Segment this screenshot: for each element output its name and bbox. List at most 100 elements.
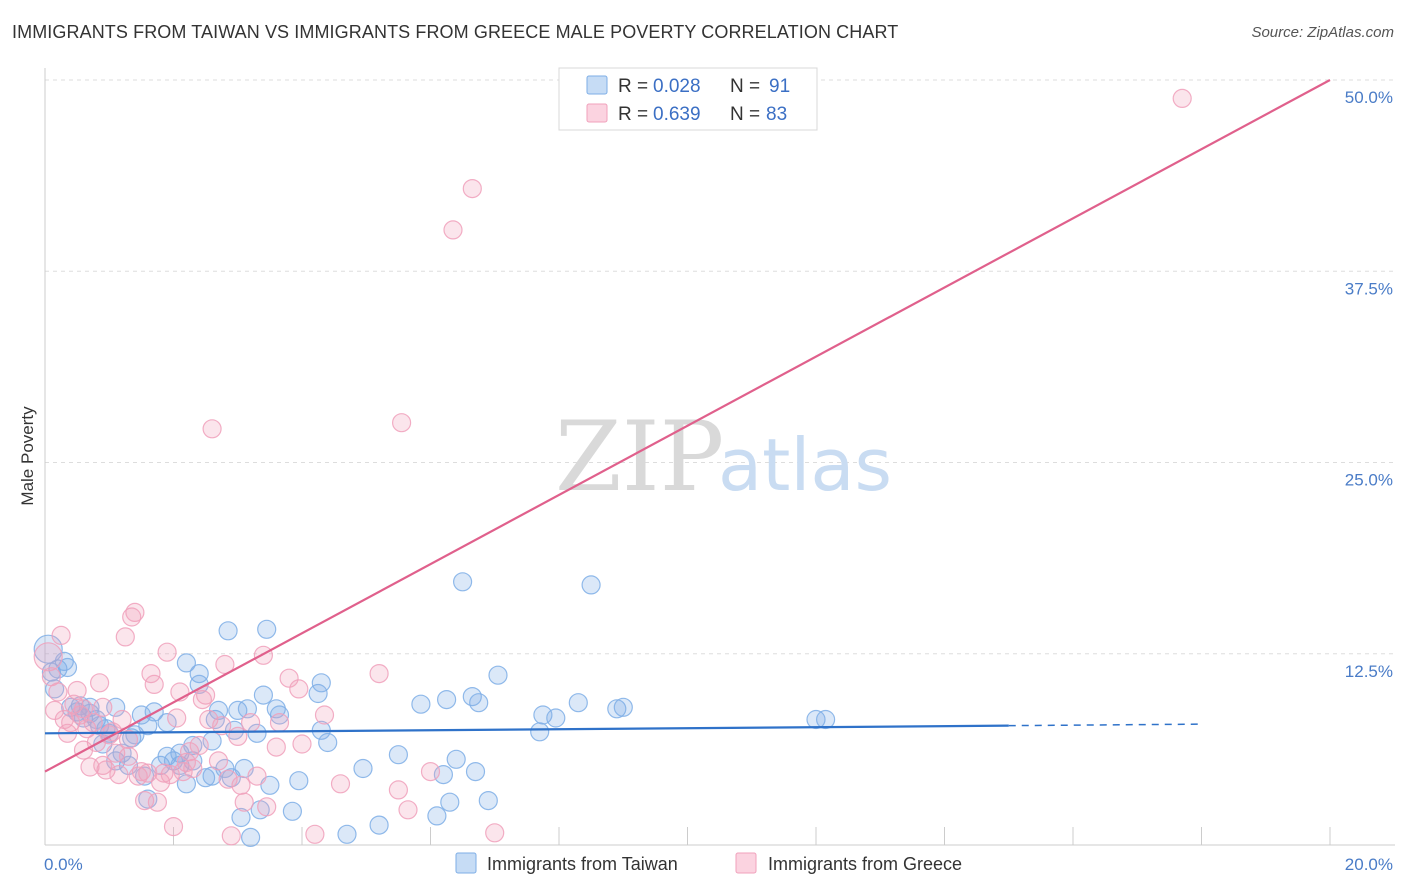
point-greece xyxy=(141,663,161,684)
point-taiwan xyxy=(308,683,328,704)
point-greece xyxy=(212,716,232,736)
point-taiwan xyxy=(568,693,588,713)
bottom-legend-label-greece: Immigrants from Greece xyxy=(768,854,962,874)
point-taiwan xyxy=(260,775,280,795)
point-greece xyxy=(462,179,482,199)
point-greece xyxy=(118,746,139,766)
point-greece xyxy=(228,726,248,747)
point-greece xyxy=(330,774,351,794)
point-greece xyxy=(253,645,273,665)
point-taiwan xyxy=(57,657,78,678)
point-greece xyxy=(51,625,71,646)
point-taiwan xyxy=(411,694,431,714)
point-greece xyxy=(93,697,113,717)
y-tick-label: 25.0% xyxy=(1345,471,1393,490)
point-greece xyxy=(485,823,505,843)
point-greece xyxy=(392,413,412,433)
legend-r-value-taiwan: 0.028 xyxy=(653,76,701,97)
watermark-atlas: atlas xyxy=(718,423,892,507)
point-taiwan xyxy=(282,801,302,821)
point-greece xyxy=(269,712,290,733)
point-taiwan xyxy=(613,697,633,717)
bottom-legend-swatch-greece xyxy=(735,852,757,874)
axes xyxy=(44,68,1395,846)
grid xyxy=(45,79,1395,655)
point-taiwan xyxy=(369,815,389,835)
point-taiwan xyxy=(241,827,261,848)
legend-n-label-taiwan: N = xyxy=(730,76,760,97)
point-greece xyxy=(266,737,286,757)
point-greece xyxy=(183,758,203,779)
chart-title: IMMIGRANTS FROM TAIWAN VS IMMIGRANTS FRO… xyxy=(12,22,899,42)
point-taiwan xyxy=(530,722,550,742)
legend-r-value-greece: 0.639 xyxy=(653,104,701,125)
point-taiwan xyxy=(224,720,245,740)
point-greece xyxy=(314,705,335,725)
point-greece xyxy=(144,674,164,695)
point-taiwan xyxy=(478,790,498,811)
legend: R = 0.028 N = 91 R = 0.639 N = 83 xyxy=(558,67,818,131)
point-taiwan xyxy=(453,572,473,592)
point-greece xyxy=(89,673,110,693)
point-taiwan xyxy=(607,699,627,719)
point-greece xyxy=(305,824,325,844)
point-greece xyxy=(202,419,222,439)
point-taiwan xyxy=(353,758,373,779)
point-greece xyxy=(208,751,229,771)
point-taiwan xyxy=(221,768,241,788)
point-taiwan xyxy=(231,807,251,828)
point-taiwan xyxy=(546,708,566,728)
point-greece xyxy=(221,826,241,846)
legend-n-value-taiwan: 91 xyxy=(769,76,790,97)
point-taiwan xyxy=(269,705,290,725)
point-taiwan xyxy=(446,749,466,769)
y-tick-label: 37.5% xyxy=(1345,279,1393,298)
point-taiwan xyxy=(318,732,338,753)
legend-n-label-greece: N = xyxy=(730,104,760,125)
point-greece xyxy=(33,642,63,672)
points-greece xyxy=(33,88,1192,846)
point-greece xyxy=(131,761,151,782)
legend-swatch-taiwan xyxy=(586,75,608,95)
trend-lines xyxy=(44,79,1331,773)
point-greece xyxy=(241,712,261,733)
x-tick-labels: 0.0% 20.0% xyxy=(44,855,1393,874)
point-taiwan xyxy=(176,653,196,673)
legend-n-value-greece: 83 xyxy=(766,104,787,125)
point-taiwan xyxy=(437,689,457,710)
point-greece xyxy=(289,679,309,699)
point-taiwan xyxy=(218,621,238,641)
y-tick-label: 12.5% xyxy=(1345,662,1393,681)
point-greece xyxy=(257,797,277,817)
point-taiwan xyxy=(469,693,489,713)
watermark-zip: ZIP xyxy=(555,401,724,513)
point-taiwan xyxy=(488,665,508,685)
point-greece xyxy=(112,709,132,730)
point-greece xyxy=(231,775,251,795)
point-greece xyxy=(369,663,389,684)
point-greece xyxy=(157,642,177,662)
trend-line-taiwan-extension xyxy=(1008,723,1202,727)
point-greece xyxy=(109,764,129,785)
point-greece xyxy=(167,708,187,728)
point-greece xyxy=(154,763,174,783)
point-greece xyxy=(180,742,200,762)
point-greece xyxy=(1172,88,1192,109)
point-taiwan xyxy=(228,700,248,721)
point-taiwan xyxy=(247,723,267,743)
point-greece xyxy=(118,729,139,750)
point-taiwan xyxy=(189,663,209,684)
point-greece xyxy=(83,712,103,733)
x-tick-label: 20.0% xyxy=(1345,855,1393,874)
point-taiwan xyxy=(388,745,408,765)
point-greece xyxy=(67,680,87,701)
trend-line-taiwan xyxy=(44,724,1009,735)
x-tick-label: 0.0% xyxy=(44,855,83,874)
y-tick-labels: 12.5% 25.0% 37.5% 50.0% xyxy=(1345,88,1393,681)
point-taiwan xyxy=(337,824,357,844)
point-taiwan xyxy=(257,619,277,639)
point-taiwan xyxy=(581,575,601,595)
point-taiwan xyxy=(427,806,447,826)
y-tick-label: 50.0% xyxy=(1345,88,1393,107)
